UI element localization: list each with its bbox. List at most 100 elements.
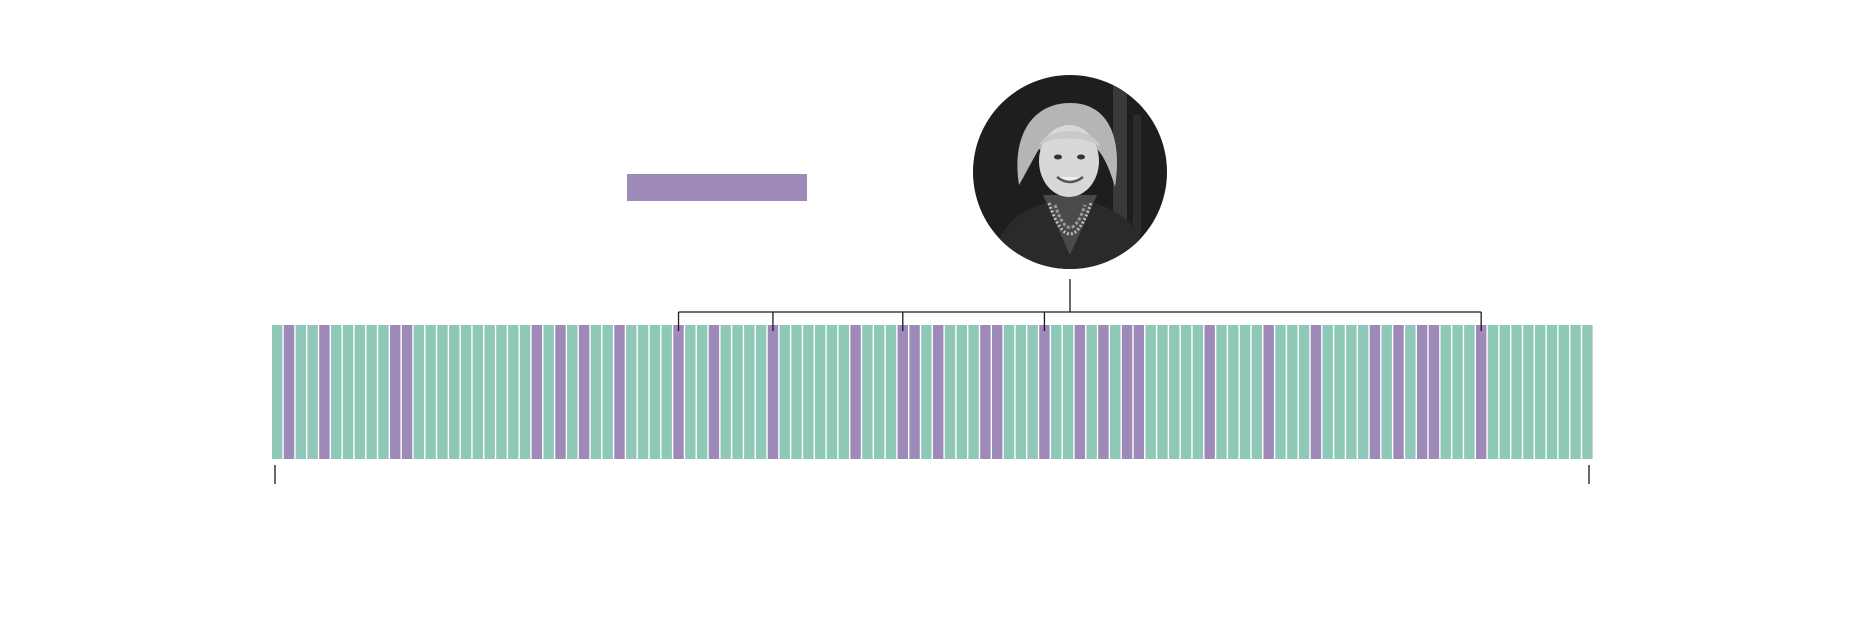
column bbox=[826, 325, 838, 459]
column-highlighted bbox=[1074, 325, 1086, 459]
column bbox=[968, 325, 979, 459]
column bbox=[732, 325, 743, 459]
column-highlighted bbox=[578, 325, 590, 459]
column bbox=[1086, 325, 1097, 459]
column bbox=[649, 325, 661, 459]
column bbox=[1487, 325, 1499, 459]
legend-swatch bbox=[627, 174, 807, 201]
column-highlighted bbox=[897, 325, 908, 459]
column-highlighted bbox=[933, 325, 944, 459]
column bbox=[519, 325, 531, 459]
column-highlighted bbox=[767, 325, 779, 459]
column bbox=[378, 325, 389, 459]
column bbox=[567, 325, 578, 459]
column bbox=[1322, 325, 1333, 459]
column bbox=[1027, 325, 1038, 459]
column bbox=[472, 325, 484, 459]
column bbox=[1334, 325, 1345, 459]
column-highlighted bbox=[850, 325, 861, 459]
column bbox=[944, 325, 956, 459]
column bbox=[484, 325, 495, 459]
column bbox=[366, 325, 377, 459]
column bbox=[1357, 325, 1369, 459]
column bbox=[543, 325, 554, 459]
column-highlighted bbox=[1121, 325, 1133, 459]
column bbox=[1534, 325, 1546, 459]
column bbox=[1239, 325, 1251, 459]
column bbox=[1523, 325, 1534, 459]
column bbox=[1015, 325, 1027, 459]
column bbox=[1381, 325, 1392, 459]
column bbox=[779, 325, 790, 459]
column bbox=[1228, 325, 1239, 459]
column bbox=[921, 325, 932, 459]
column-highlighted bbox=[980, 325, 991, 459]
column bbox=[272, 325, 283, 459]
column bbox=[1546, 325, 1558, 459]
column bbox=[449, 325, 460, 459]
column-highlighted bbox=[531, 325, 543, 459]
column bbox=[791, 325, 802, 459]
column-highlighted bbox=[708, 325, 720, 459]
column bbox=[342, 325, 354, 459]
column-highlighted bbox=[1475, 325, 1487, 459]
column bbox=[720, 325, 731, 459]
column bbox=[1180, 325, 1192, 459]
column-highlighted bbox=[992, 325, 1003, 459]
column-highlighted bbox=[1428, 325, 1440, 459]
column bbox=[1405, 325, 1416, 459]
column-highlighted bbox=[909, 325, 920, 459]
column bbox=[425, 325, 436, 459]
column bbox=[873, 325, 885, 459]
column-highlighted bbox=[1310, 325, 1322, 459]
column bbox=[1216, 325, 1227, 459]
column bbox=[1275, 325, 1286, 459]
column bbox=[626, 325, 637, 459]
column-highlighted bbox=[1369, 325, 1381, 459]
column-highlighted bbox=[1204, 325, 1215, 459]
column bbox=[460, 325, 472, 459]
column bbox=[1169, 325, 1180, 459]
column bbox=[1157, 325, 1168, 459]
column bbox=[744, 325, 755, 459]
column bbox=[1499, 325, 1510, 459]
column bbox=[1440, 325, 1451, 459]
column bbox=[1003, 325, 1015, 459]
column bbox=[1511, 325, 1522, 459]
column bbox=[1145, 325, 1156, 459]
column-highlighted bbox=[401, 325, 413, 459]
column bbox=[508, 325, 519, 459]
column bbox=[1287, 325, 1298, 459]
column bbox=[838, 325, 849, 459]
column bbox=[885, 325, 897, 459]
column bbox=[1298, 325, 1310, 459]
column-highlighted bbox=[614, 325, 625, 459]
column bbox=[1346, 325, 1357, 459]
column bbox=[755, 325, 767, 459]
column bbox=[602, 325, 613, 459]
column bbox=[1464, 325, 1475, 459]
column bbox=[1452, 325, 1463, 459]
column bbox=[661, 325, 672, 459]
column-highlighted bbox=[1098, 325, 1109, 459]
column-highlighted bbox=[1393, 325, 1404, 459]
column bbox=[331, 325, 342, 459]
column bbox=[1192, 325, 1204, 459]
column bbox=[437, 325, 448, 459]
column-highlighted bbox=[390, 325, 401, 459]
column-highlighted bbox=[1039, 325, 1050, 459]
column bbox=[1558, 325, 1569, 459]
column bbox=[413, 325, 425, 459]
column bbox=[295, 325, 307, 459]
column bbox=[696, 325, 708, 459]
column bbox=[814, 325, 826, 459]
column bbox=[1251, 325, 1263, 459]
column-highlighted bbox=[673, 325, 684, 459]
column bbox=[1062, 325, 1074, 459]
column bbox=[1570, 325, 1581, 459]
portrait-image bbox=[973, 75, 1167, 269]
column bbox=[307, 325, 318, 459]
column-highlighted bbox=[1133, 325, 1145, 459]
